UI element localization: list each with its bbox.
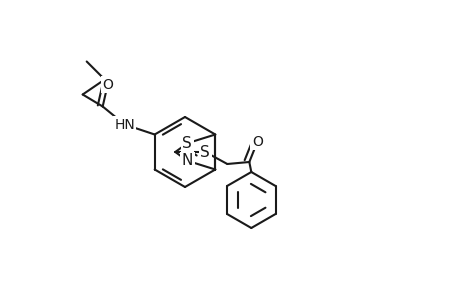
Text: S: S (200, 145, 210, 160)
Text: HN: HN (114, 118, 135, 131)
Text: O: O (102, 77, 113, 92)
Text: O: O (252, 135, 262, 149)
Text: N: N (181, 153, 193, 168)
Text: S: S (182, 136, 192, 151)
